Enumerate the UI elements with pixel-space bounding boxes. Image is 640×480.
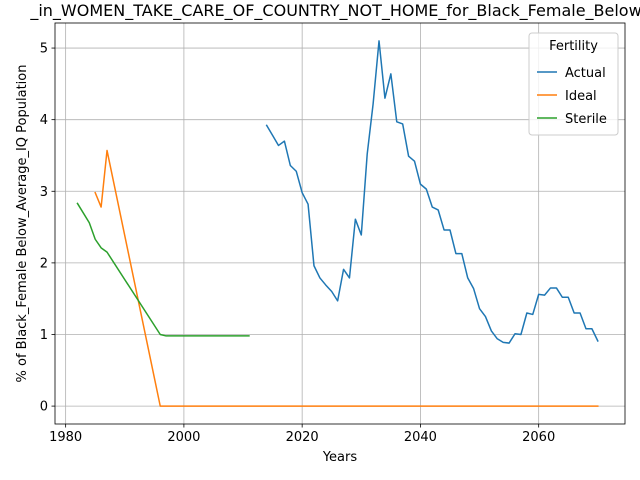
series-line-ideal <box>94 149 599 407</box>
legend-label-sterile: Sterile <box>565 112 607 127</box>
axis-ticks: 1980 2000 2020 2040 2060 0 1 2 3 4 5 <box>40 42 556 445</box>
x-tick-label: 2020 <box>286 430 319 445</box>
series-group <box>76 40 599 407</box>
series-line-sterile <box>76 202 250 337</box>
x-tick-label: 2000 <box>167 430 200 445</box>
plot-area <box>54 22 626 425</box>
y-tick-label: 3 <box>40 185 48 200</box>
legend-box <box>528 32 619 136</box>
y-tick-label: 1 <box>40 328 48 343</box>
x-tick-label: 2060 <box>522 430 555 445</box>
series-line-actual <box>265 40 599 344</box>
x-axis-label: Years <box>322 450 358 465</box>
legend-label-ideal: Ideal <box>565 89 597 104</box>
legend-title: Fertility <box>549 39 598 54</box>
chart-title: _in_WOMEN_TAKE_CARE_OF_COUNTRY_NOT_HOME_… <box>29 1 640 21</box>
y-tick-label: 0 <box>40 400 48 415</box>
y-tick-label: 5 <box>40 42 48 57</box>
y-tick-label: 4 <box>40 113 48 128</box>
x-tick-label: 2040 <box>404 430 437 445</box>
legend: Fertility Actual Ideal Sterile <box>528 32 619 136</box>
y-tick-label: 2 <box>40 256 48 271</box>
x-tick-label: 1980 <box>49 430 82 445</box>
legend-entries: Actual Ideal Sterile <box>537 66 607 127</box>
y-axis-label: % of Black_Female Below_Average_IQ Popul… <box>15 65 30 383</box>
legend-label-actual: Actual <box>565 66 606 81</box>
